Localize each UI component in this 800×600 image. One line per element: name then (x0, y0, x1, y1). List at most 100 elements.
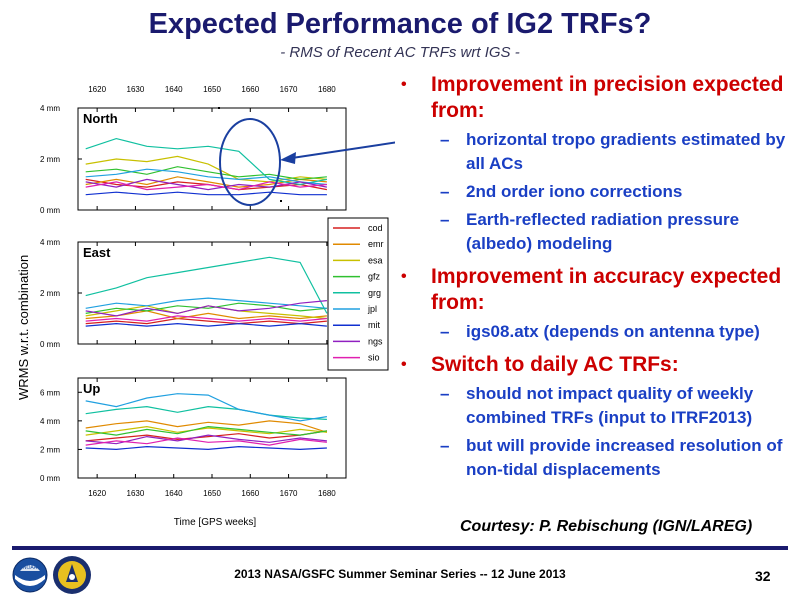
legend-label-jpl: jpl (367, 304, 377, 314)
x-tick-label: 1660 (241, 85, 259, 94)
chart-legend: cod emr esa gfz grg jpl mit ngs sio (327, 217, 389, 371)
x-tick-label: 1630 (127, 85, 145, 94)
footer-text: 2013 NASA/GSFC Summer Seminar Series -- … (234, 567, 566, 581)
y-axis-title: WRMS w.r.t. combination (16, 255, 31, 400)
bullet-text: Improvement in precision expected from: (431, 73, 784, 122)
slide-subtitle: - RMS of Recent AC TRFs wrt IGS - (280, 44, 520, 61)
sub-bullet-item: – horizontal tropo gradients estimated by… (398, 128, 798, 176)
dash-icon: – (440, 130, 450, 149)
series-line-sio (85, 315, 327, 322)
bullet-item: • Improvement in accuracy expected from: (398, 264, 798, 316)
spacer (398, 486, 798, 490)
dash-icon: – (440, 182, 450, 201)
x-axis-title: Time [GPS weeks] (174, 517, 257, 528)
highlight-ellipse (219, 118, 281, 206)
annotation (218, 107, 395, 206)
y-tick-label: 0 mm (40, 340, 60, 349)
y-tick-label: 0 mm (40, 474, 60, 483)
bullet-dot-icon: • (401, 356, 407, 373)
series-line-emr (85, 176, 327, 188)
panel-label: East (83, 245, 111, 260)
panel-north: 0 mm 2 mm 4 mm 1620 1630 1640 1650 1660 1670 1680… (40, 85, 347, 215)
x-tick-label: 1620 (88, 489, 106, 498)
bullet-item: • Improvement in precision expected from: (398, 72, 798, 124)
series-line-esa (85, 425, 327, 436)
x-tick-label: 1660 (241, 489, 259, 498)
x-tick-label: 1650 (203, 85, 221, 94)
x-tick-label: 1670 (280, 85, 298, 94)
panel-label: North (83, 111, 118, 126)
series-line-grg (85, 405, 327, 420)
y-tick-label: 4 mm (40, 104, 60, 113)
courtesy-credit: Courtesy: P. Rebischung (IGN/LAREG) (460, 518, 753, 535)
series-line-ngs (85, 300, 327, 317)
panel-up: 0 mm 2 mm 4 mm 6 mm 1620 1630 1640 1650 1660 1670… (40, 377, 347, 498)
arrow-head (280, 152, 296, 164)
dash-icon: – (440, 210, 450, 229)
series-line-sio (85, 437, 327, 446)
bullet-item: • Switch to daily AC TRFs: (398, 352, 798, 378)
legend-label-esa: esa (368, 255, 383, 265)
sub-bullet-text: but will provide increased resolution of… (466, 436, 783, 479)
sub-bullet-text: igs08.atx (depends on antenna type) (466, 322, 760, 341)
chart-panels: 0 mm 2 mm 4 mm 1620 1630 1640 1650 1660 1670 1680… (40, 85, 347, 498)
x-tick-label: 1680 (318, 85, 336, 94)
series-line-mit (85, 445, 327, 451)
series-line-grg (85, 137, 328, 186)
y-tick-label: 2 mm (40, 445, 60, 454)
legend-label-sio: sio (368, 353, 380, 363)
sub-bullet-text: Earth-reflected radiation pressure (albe… (466, 210, 740, 253)
series-line-mit (85, 191, 327, 196)
series-line-emr (85, 310, 327, 320)
dash-icon: – (440, 322, 450, 341)
legend-label-cod: cod (368, 223, 383, 233)
series-line-sio (85, 181, 327, 191)
x-tick-label: 1620 (88, 85, 106, 94)
panel-east: 0 mm 2 mm 4 mm East (40, 238, 347, 349)
bullet-dot-icon: • (401, 76, 407, 93)
sub-bullet-text: should not impact quality of weekly comb… (466, 384, 754, 427)
series-line-cod (85, 317, 327, 325)
x-tick-label: 1640 (165, 85, 183, 94)
sub-bullet-item: – but will provide increased resolution o… (398, 434, 798, 482)
series-line-gfz (85, 302, 327, 314)
noaa-logo: NOAA (12, 557, 48, 593)
dash-icon: – (440, 384, 450, 403)
sub-bullet-item: – igs08.atx (depends on antenna type) (398, 320, 798, 344)
sub-bullet-text: horizontal tropo gradients estimated by … (466, 130, 786, 173)
wrms-chart: WRMS w.r.t. combination Time [GPS weeks]… (16, 85, 395, 528)
series-line-cod (85, 430, 327, 442)
slide-title: Expected Performance of IG2 TRFs? (148, 8, 652, 40)
x-tick-label: 1630 (127, 489, 145, 498)
noaa-logo-text: NOAA (23, 565, 38, 571)
series-line-jpl (85, 168, 327, 186)
series-line-gfz (85, 425, 327, 436)
series-line-esa (85, 155, 327, 183)
series-line-emr (85, 420, 328, 433)
sub-bullet-item: – Earth-reflected radiation pressure (alb… (398, 208, 798, 256)
panel-frame (77, 241, 347, 345)
page-number: 32 (755, 568, 771, 584)
bullet-list: • Improvement in precision expected from:… (398, 72, 798, 490)
ngs-logo (53, 556, 91, 594)
legend-label-mit: mit (368, 320, 380, 330)
marker-dot (218, 107, 220, 109)
series-line-gfz (85, 166, 327, 181)
x-tick-label: 1680 (318, 489, 336, 498)
bullet-text: Switch to daily AC TRFs: (431, 353, 679, 376)
bullet-text: Improvement in accuracy expected from: (431, 265, 782, 314)
legend-label-gfz: gfz (368, 272, 381, 282)
y-tick-label: 4 mm (40, 417, 60, 426)
footer-rule (12, 546, 788, 550)
x-tick-label: 1650 (203, 489, 221, 498)
sub-bullet-text: 2nd order iono corrections (466, 182, 683, 201)
highlight-arrow (291, 141, 395, 159)
series-line-jpl (85, 393, 327, 422)
marker-dot (280, 200, 282, 202)
y-tick-label: 2 mm (40, 289, 60, 298)
panel-label: Up (83, 381, 100, 396)
y-tick-label: 2 mm (40, 155, 60, 164)
series-line-grg (85, 256, 328, 314)
x-tick-label: 1640 (165, 489, 183, 498)
x-tick-label: 1670 (280, 489, 298, 498)
